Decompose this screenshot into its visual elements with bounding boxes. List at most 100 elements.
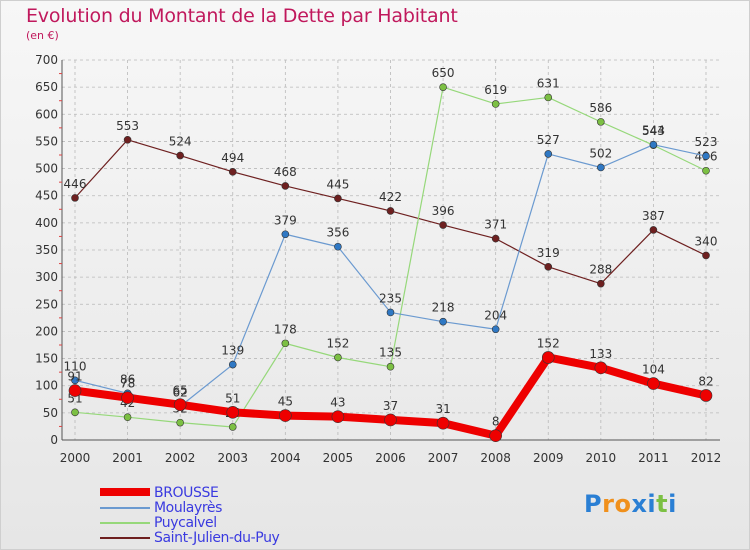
data-point-moulayres-2000 — [71, 376, 79, 385]
data-point-puycalvel-2010 — [597, 118, 605, 126]
y-tick-label-700: 700 — [35, 53, 58, 67]
data-point-puycalvel-2003 — [228, 423, 237, 431]
data-label-moulayres-2004: 379 — [274, 213, 297, 227]
data-point-moulayres-2008 — [491, 325, 500, 334]
data-point-puycalvel-2006 — [386, 362, 395, 371]
data-label-saint-julien-du-puy-2007: 396 — [432, 204, 455, 218]
legend-label-brousse: BROUSSE — [154, 485, 219, 501]
y-tick-label-600: 600 — [35, 107, 58, 121]
logo-letter-5: i — [647, 490, 657, 518]
data-point-brousse-2007 — [436, 416, 450, 430]
data-point-brousse-2005 — [331, 410, 345, 423]
data-label-brousse-2003: 51 — [225, 391, 240, 405]
data-point-puycalvel-2012 — [702, 166, 710, 175]
data-label-moulayres-2006: 235 — [379, 291, 402, 305]
data-label-brousse-2010: 133 — [589, 347, 612, 361]
data-point-moulayres-2005 — [334, 242, 342, 251]
x-tick-label-2011: 2011 — [638, 451, 669, 465]
data-point-brousse-2001 — [121, 391, 134, 404]
data-label-moulayres-2003: 139 — [221, 344, 244, 358]
x-tick-label-2009: 2009 — [533, 451, 564, 465]
data-point-brousse-2008 — [489, 429, 502, 442]
data-point-brousse-2002 — [173, 398, 187, 412]
data-label-saint-julien-du-puy-2009: 319 — [537, 246, 560, 260]
data-point-saint-julien-du-puy-2006 — [386, 207, 395, 215]
data-point-saint-julien-du-puy-2002 — [176, 151, 184, 160]
data-label-brousse-2008: 8 — [492, 415, 500, 429]
data-point-saint-julien-du-puy-2009 — [544, 263, 553, 271]
data-label-saint-julien-du-puy-2004: 468 — [274, 165, 297, 179]
data-point-brousse-2006 — [384, 413, 397, 427]
data-point-puycalvel-2008 — [491, 100, 500, 108]
y-tick-label-150: 150 — [35, 352, 58, 366]
data-label-brousse-2002: 65 — [173, 384, 188, 398]
x-tick-label-2010: 2010 — [586, 451, 617, 465]
data-point-puycalvel-2005 — [334, 353, 342, 362]
data-point-saint-julien-du-puy-2011 — [649, 226, 658, 234]
y-tick-label-450: 450 — [35, 189, 58, 203]
data-point-saint-julien-du-puy-2012 — [702, 251, 710, 260]
data-label-moulayres-2008: 204 — [484, 308, 507, 322]
logo-letter-7: i — [668, 490, 677, 518]
data-point-saint-julien-du-puy-2008 — [491, 234, 500, 243]
data-label-puycalvel-2011: 543 — [642, 124, 665, 138]
data-label-puycalvel-2007: 650 — [432, 66, 455, 80]
data-label-brousse-2006: 37 — [383, 399, 398, 413]
y-tick-label-200: 200 — [35, 324, 58, 338]
x-tick-label-2003: 2003 — [217, 451, 248, 465]
data-point-saint-julien-du-puy-2005 — [334, 194, 342, 203]
data-point-puycalvel-2000 — [71, 408, 79, 417]
data-label-brousse-2004: 45 — [278, 395, 293, 409]
legend-label-saint-julien-du-puy: Saint-Julien-du-Puy — [154, 530, 280, 546]
data-label-saint-julien-du-puy-2006: 422 — [379, 190, 402, 204]
data-label-saint-julien-du-puy-2011: 387 — [642, 209, 665, 223]
data-label-brousse-2012: 82 — [698, 374, 713, 388]
y-tick-label-650: 650 — [35, 80, 58, 94]
data-point-puycalvel-2007 — [439, 83, 447, 91]
logo-letter-3: o — [614, 490, 632, 518]
data-label-saint-julien-du-puy-2003: 494 — [221, 151, 244, 165]
x-tick-label-2006: 2006 — [375, 451, 406, 465]
data-point-brousse-2000 — [68, 384, 82, 397]
logo-letter-2: r — [602, 490, 615, 518]
data-point-saint-julien-du-puy-2000 — [71, 194, 79, 202]
data-label-puycalvel-2009: 631 — [537, 76, 560, 90]
data-point-puycalvel-2009 — [544, 93, 553, 102]
data-label-brousse-2001: 78 — [120, 377, 135, 391]
logo-letter-4: x — [631, 490, 648, 518]
data-label-puycalvel-2005: 152 — [326, 336, 349, 350]
data-point-moulayres-2004 — [281, 230, 290, 239]
y-tick-label-400: 400 — [35, 216, 58, 230]
data-point-puycalvel-2001 — [123, 413, 132, 422]
data-label-moulayres-2012: 523 — [695, 135, 718, 149]
data-point-moulayres-2009 — [544, 150, 553, 158]
y-tick-label-550: 550 — [35, 134, 58, 148]
data-label-brousse-2005: 43 — [330, 396, 345, 410]
data-point-moulayres-2007 — [439, 317, 447, 326]
y-tick-label-50: 50 — [43, 406, 58, 420]
data-point-saint-julien-du-puy-2001 — [123, 136, 132, 144]
data-label-saint-julien-du-puy-2010: 288 — [589, 263, 612, 277]
legend-swatch-brousse — [100, 488, 150, 496]
data-point-moulayres-2011 — [649, 140, 658, 149]
data-label-brousse-2009: 152 — [537, 336, 560, 350]
x-tick-label-2002: 2002 — [165, 451, 196, 465]
logo-letter-6: t — [656, 490, 669, 518]
data-label-moulayres-2007: 218 — [432, 301, 455, 315]
legend-label-moulayres: Moulayrès — [154, 500, 223, 516]
data-label-moulayres-2009: 527 — [537, 133, 560, 147]
data-label-saint-julien-du-puy-2005: 445 — [326, 177, 349, 191]
data-point-saint-julien-du-puy-2003 — [228, 168, 237, 176]
x-tick-label-2004: 2004 — [270, 451, 301, 465]
data-point-moulayres-2012 — [702, 152, 710, 160]
proxiti-logo: Proxiti — [584, 490, 677, 518]
data-label-moulayres-2005: 356 — [326, 226, 349, 240]
data-label-brousse-2011: 104 — [642, 363, 665, 377]
data-point-brousse-2010 — [594, 361, 608, 375]
data-label-brousse-2007: 31 — [435, 402, 450, 416]
data-point-saint-julien-du-puy-2010 — [597, 279, 605, 288]
data-label-moulayres-2001: 86 — [120, 372, 135, 386]
data-label-puycalvel-2010: 586 — [589, 101, 612, 115]
chart-subtitle: (en €) — [26, 29, 59, 42]
